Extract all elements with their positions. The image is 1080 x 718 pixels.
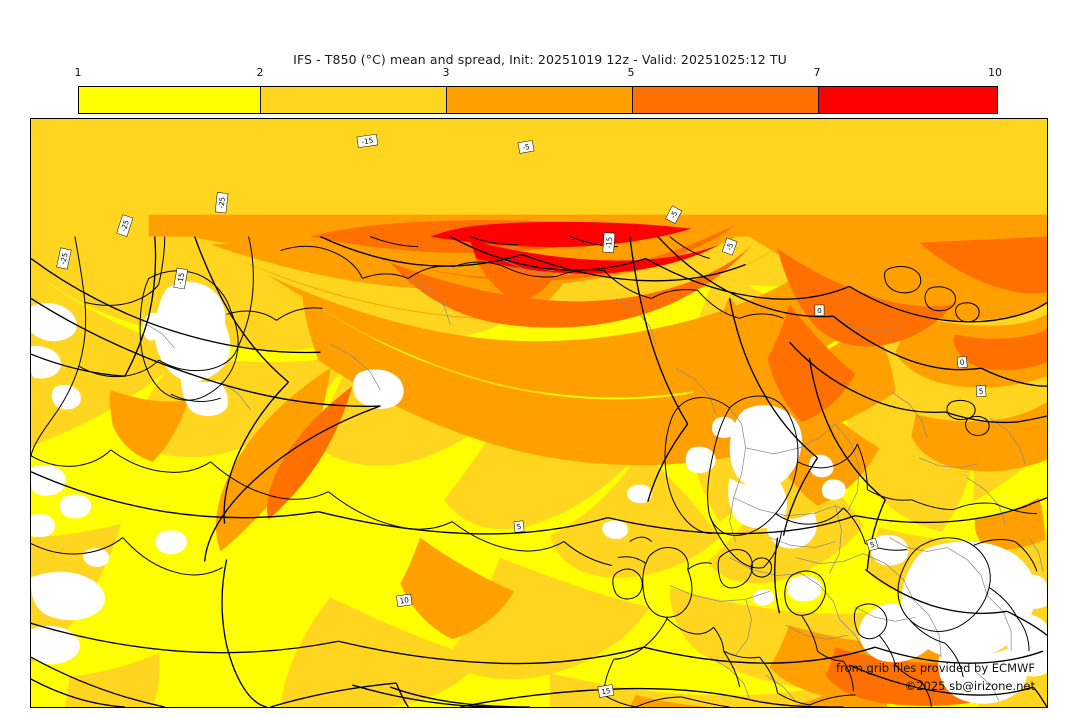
contour-label-box	[721, 237, 738, 256]
contour-label-text: -5	[668, 209, 679, 220]
colorbar-tick-3: 3	[442, 66, 450, 79]
contour-label-text: -15	[604, 236, 614, 248]
contour-label: 15	[597, 684, 615, 698]
contour-label: 0	[956, 356, 968, 369]
contour-label-text: 5	[516, 522, 521, 531]
contour-label-box	[975, 385, 987, 398]
contour-label: 5	[513, 520, 525, 533]
contour-label-box	[173, 267, 189, 290]
colorbar-segment-3-5	[447, 87, 633, 113]
contour-label-box	[356, 133, 379, 148]
contour-label-text: 10	[399, 595, 410, 605]
contour-label: 5	[975, 385, 987, 398]
contour-label-box	[866, 537, 879, 552]
contour-label: -25	[214, 192, 229, 214]
contour-label-text: -25	[58, 252, 69, 265]
contour-label-text: 0	[817, 306, 822, 315]
contour-label: -25	[56, 247, 72, 270]
contour-label-text: -25	[119, 219, 131, 233]
contour-label-text: -15	[361, 136, 374, 147]
colorbar-segment-1-2	[79, 87, 262, 113]
map-svg: -25 -25 -25 -15 -15 -15 -5 -5 -5 0 0 5 5 5 10 15	[31, 119, 1047, 707]
contour-label-box	[56, 247, 72, 270]
colorbar-segment-5-7	[632, 87, 819, 113]
contour-label-box	[517, 140, 535, 154]
contour-label-text: 0	[959, 358, 965, 367]
contour-label-text: -25	[217, 196, 227, 209]
contour-label-text: -15	[175, 272, 186, 285]
contour-label-box	[814, 304, 825, 316]
contour-label-box	[597, 684, 615, 698]
contour-label-box	[396, 593, 413, 607]
contour-label: -15	[602, 232, 616, 253]
contour-label-box	[214, 192, 229, 214]
contour-label: -5	[721, 237, 738, 256]
contour-label: 10	[396, 593, 413, 607]
contour-label-text: 5	[979, 387, 984, 396]
colorbar-tick-1: 1	[74, 66, 82, 79]
colorbar-container: 1 2 3 5 7 10	[75, 66, 1002, 114]
colorbar	[78, 86, 998, 114]
colorbar-tick-10: 10	[988, 66, 1002, 79]
contour-label-box	[602, 232, 616, 253]
coastlines	[31, 236, 1038, 707]
contour-label: 0	[814, 304, 825, 316]
contour-label-box	[513, 520, 525, 533]
credit-line-2: ©2025 sb@irizone.net	[904, 679, 1035, 693]
credit-line-1: from grib files provided by ECMWF	[836, 661, 1035, 675]
contour-label: -5	[665, 205, 683, 224]
colorbar-segment-7-10	[818, 87, 997, 113]
map-panel: -25 -25 -25 -15 -15 -15 -5 -5 -5 0 0 5 5 5 10 15 from g…	[30, 118, 1048, 708]
contour-label-text: -5	[724, 242, 735, 252]
contour-labels: -25 -25 -25 -15 -15 -15 -5 -5 -5 0 0 5 5 5 10 15	[56, 133, 987, 698]
colorbar-tick-7: 7	[813, 66, 821, 79]
colorbar-tick-5: 5	[627, 66, 635, 79]
contour-label-text: 15	[601, 686, 612, 696]
contour-label: -25	[116, 214, 134, 237]
contour-label: -15	[173, 267, 189, 290]
contour-label: -5	[517, 140, 535, 154]
contour-label-text: 5	[869, 540, 876, 550]
contour-label: 5	[866, 537, 879, 552]
page-title: IFS - T850 (°C) mean and spread, Init: 2…	[293, 52, 787, 67]
colorbar-segment-2-3	[261, 87, 448, 113]
temperature-contours	[31, 235, 1047, 707]
political-borders	[146, 258, 1044, 702]
contour-label-box	[116, 214, 134, 237]
contour-label: -15	[356, 133, 379, 148]
contour-label-text: -5	[522, 142, 531, 152]
contour-label-box	[956, 356, 968, 369]
contour-label-box	[665, 205, 683, 224]
colorbar-tick-2: 2	[256, 66, 264, 79]
